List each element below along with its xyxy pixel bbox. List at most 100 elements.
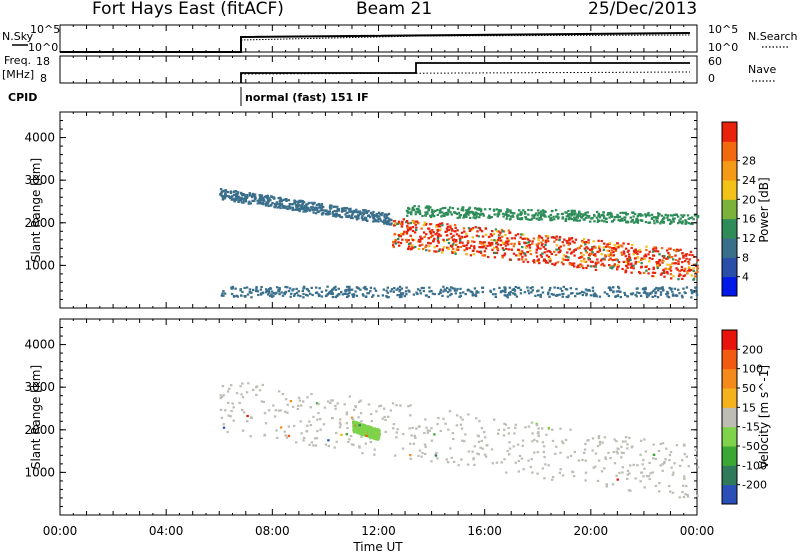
range-time-cell <box>595 295 598 298</box>
range-time-cell <box>479 210 483 213</box>
range-time-cell <box>237 196 240 199</box>
range-time-cell <box>676 268 679 271</box>
range-time-cell <box>616 259 619 262</box>
range-time-cell <box>491 293 495 296</box>
range-time-cell <box>619 244 622 247</box>
range-time-cell <box>436 229 440 232</box>
range-time-cell <box>625 220 628 224</box>
range-time-cell <box>242 201 245 204</box>
range-time-cell <box>327 211 331 215</box>
range-time-cell <box>392 244 395 247</box>
range-time-cell <box>515 295 519 298</box>
range-time-cell <box>394 454 397 457</box>
range-time-cell <box>537 218 541 221</box>
range-time-cell <box>408 208 411 211</box>
range-time-cell <box>636 464 639 467</box>
range-time-cell <box>338 214 341 217</box>
range-time-cell <box>562 244 566 247</box>
range-time-cell <box>376 438 380 441</box>
range-time-cell <box>506 296 509 299</box>
range-time-cell <box>524 254 527 257</box>
range-time-cell <box>463 440 466 443</box>
range-time-cell <box>651 271 655 274</box>
range-time-cell <box>287 425 290 428</box>
range-time-cell <box>280 203 284 206</box>
range-time-cell <box>557 248 561 251</box>
range-time-cell <box>611 247 614 250</box>
range-time-cell <box>310 392 313 396</box>
range-time-cell <box>483 254 487 257</box>
range-time-cell <box>447 208 450 211</box>
range-time-cell <box>328 210 331 213</box>
range-time-cell <box>632 267 635 270</box>
range-time-cell <box>248 193 251 196</box>
range-time-cell <box>310 201 313 204</box>
range-time-cell <box>672 471 675 474</box>
range-time-cell <box>394 238 397 242</box>
range-time-cell <box>425 233 428 236</box>
range-time-cell <box>591 289 595 292</box>
range-time-cell <box>329 401 332 404</box>
range-tick-label: 1000 <box>24 465 55 479</box>
range-time-cell <box>498 286 501 289</box>
range-time-cell <box>613 438 616 441</box>
range-time-cell <box>447 247 451 250</box>
range-time-cell <box>273 196 276 199</box>
range-time-cell <box>248 288 252 291</box>
range-time-cell <box>346 426 349 430</box>
range-time-cell <box>552 293 555 296</box>
range-time-cell <box>435 224 439 227</box>
range-time-cell <box>565 258 568 261</box>
range-time-cell <box>248 192 251 195</box>
range-time-cell <box>681 215 685 218</box>
range-time-cell <box>532 259 536 262</box>
range-time-cell <box>376 213 379 216</box>
range-time-cell <box>645 269 648 272</box>
range-time-cell <box>628 472 631 475</box>
range-time-cell <box>496 249 500 252</box>
range-time-cell <box>442 290 445 293</box>
range-time-cell <box>400 287 403 290</box>
range-time-cell <box>291 203 294 206</box>
range-time-cell <box>521 255 524 258</box>
range-time-cell <box>598 219 601 222</box>
range-time-cell <box>432 231 435 234</box>
velocity-panel <box>59 318 700 516</box>
time-tick-label: 08:00 <box>255 524 290 538</box>
range-time-cell <box>334 431 338 435</box>
range-time-cell <box>695 291 698 294</box>
range-time-cell <box>379 212 382 215</box>
range-time-cell <box>570 218 573 221</box>
range-time-cell <box>639 214 642 217</box>
range-time-cell <box>222 394 225 397</box>
range-time-cell <box>261 291 265 294</box>
range-time-cell <box>365 432 368 435</box>
range-time-cell <box>373 448 376 451</box>
range-time-cell <box>611 267 614 270</box>
range-time-cell <box>609 251 613 255</box>
range-time-cell <box>249 435 252 438</box>
range-time-cell <box>338 421 342 424</box>
range-time-cell <box>648 257 651 260</box>
range-time-cell <box>411 426 414 429</box>
range-time-cell <box>573 249 576 252</box>
range-time-cell <box>471 227 475 230</box>
range-time-cell <box>346 295 349 299</box>
colorbar-swatch <box>722 199 737 220</box>
range-time-cell <box>562 285 565 288</box>
range-time-cell <box>395 431 398 434</box>
range-time-cell <box>276 203 280 206</box>
range-time-cell <box>243 286 246 290</box>
range-time-cell <box>685 286 689 289</box>
range-time-cell <box>374 289 378 292</box>
range-time-cell <box>434 454 438 457</box>
range-time-cell <box>583 291 586 294</box>
range-time-cell <box>435 244 439 248</box>
range-time-cell <box>653 219 656 222</box>
range-time-cell <box>343 403 346 406</box>
range-time-cell <box>580 252 583 255</box>
range-time-cell <box>598 248 602 251</box>
range-time-cell <box>246 420 249 423</box>
range-time-cell <box>471 292 474 295</box>
range-time-cell <box>359 288 362 291</box>
